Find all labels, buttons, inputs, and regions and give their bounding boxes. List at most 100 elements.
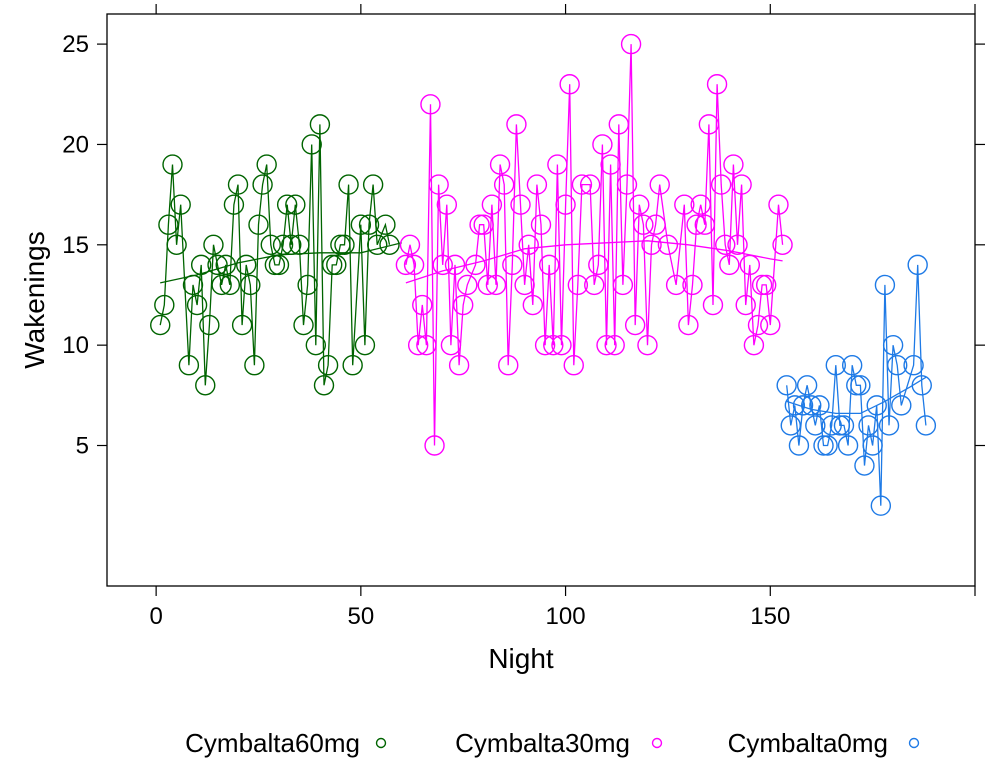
data-point xyxy=(706,74,728,95)
data-point xyxy=(481,194,503,215)
data-point xyxy=(506,114,527,135)
data-point xyxy=(817,435,838,456)
smooth-trend-line xyxy=(405,240,783,284)
data-point xyxy=(833,415,855,436)
data-point xyxy=(702,294,724,316)
data-point xyxy=(727,234,748,256)
data-point xyxy=(465,254,486,276)
data-point xyxy=(227,174,249,195)
data-point xyxy=(305,334,327,356)
data-point xyxy=(207,254,228,276)
data-point xyxy=(641,234,662,256)
data-point xyxy=(428,174,449,195)
data-point xyxy=(534,334,556,356)
data-point xyxy=(841,355,863,376)
series-line xyxy=(405,44,784,446)
data-point xyxy=(272,234,294,256)
data-point xyxy=(903,355,924,376)
series-line xyxy=(786,264,927,506)
data-point xyxy=(240,274,261,296)
data-point xyxy=(223,194,245,215)
data-point xyxy=(559,74,580,95)
data-point xyxy=(751,274,773,296)
data-point xyxy=(453,294,474,316)
data-point xyxy=(436,194,458,215)
data-point xyxy=(297,274,318,296)
data-point xyxy=(891,395,912,416)
data-point xyxy=(796,375,818,396)
data-point xyxy=(420,94,441,115)
data-point xyxy=(432,254,453,276)
data-point xyxy=(321,254,343,276)
data-point xyxy=(710,174,732,195)
data-point xyxy=(874,274,896,296)
data-point xyxy=(731,174,752,195)
data-point xyxy=(211,274,232,296)
data-point xyxy=(567,274,589,296)
data-point xyxy=(309,114,331,135)
legend-label: Cymbalta30mg xyxy=(455,728,630,758)
data-point xyxy=(772,234,793,256)
data-point xyxy=(743,334,765,356)
data-point xyxy=(293,314,314,336)
data-point xyxy=(182,274,204,296)
data-point xyxy=(887,355,908,376)
data-point xyxy=(600,154,621,175)
data-point xyxy=(518,234,539,256)
data-point xyxy=(698,114,720,135)
data-point xyxy=(473,214,494,235)
smooth-trend-line xyxy=(160,242,402,284)
legend-item: Cymbalta30mg xyxy=(455,728,663,758)
data-point xyxy=(813,435,834,456)
data-point xyxy=(166,234,187,256)
data-point xyxy=(760,314,781,336)
data-point xyxy=(256,154,277,175)
data-point xyxy=(584,274,605,296)
data-point xyxy=(776,375,797,396)
data-point xyxy=(592,134,613,155)
data-point xyxy=(440,334,462,356)
data-point xyxy=(362,174,384,195)
data-point xyxy=(596,334,617,356)
data-point xyxy=(231,314,253,336)
data-point xyxy=(538,254,560,276)
series-Cymbalta30mg xyxy=(395,33,793,456)
legend-item: Cymbalta0mg xyxy=(728,728,920,758)
data-point xyxy=(412,294,433,316)
data-point xyxy=(870,495,892,516)
data-point xyxy=(236,254,257,276)
x-tick-label: 100 xyxy=(546,603,586,630)
x-tick-label: 0 xyxy=(149,603,162,630)
data-point xyxy=(555,194,576,215)
plot-frame xyxy=(106,13,976,587)
data-point xyxy=(367,234,388,256)
data-point xyxy=(637,334,658,356)
data-point xyxy=(682,274,703,296)
legend-label: Cymbalta60mg xyxy=(185,728,360,758)
data-point xyxy=(784,395,806,416)
data-point xyxy=(624,314,646,336)
data-point xyxy=(678,314,699,336)
data-point xyxy=(150,314,171,336)
data-point xyxy=(792,395,814,416)
data-point xyxy=(571,174,593,195)
data-point xyxy=(276,194,298,215)
data-point xyxy=(674,194,695,215)
data-point xyxy=(665,274,687,296)
data-point xyxy=(485,274,507,296)
data-point xyxy=(755,274,777,296)
legend-label: Cymbalta0mg xyxy=(728,728,888,758)
x-axis-label: Night xyxy=(488,643,554,674)
data-point xyxy=(882,334,904,356)
data-point xyxy=(502,254,523,276)
data-point xyxy=(915,415,937,436)
data-point xyxy=(907,254,928,276)
data-point xyxy=(375,214,396,235)
data-point xyxy=(395,254,417,276)
data-point xyxy=(416,334,437,356)
data-point xyxy=(837,435,859,456)
data-point xyxy=(285,194,306,215)
data-point xyxy=(829,415,851,436)
data-point xyxy=(629,194,650,215)
